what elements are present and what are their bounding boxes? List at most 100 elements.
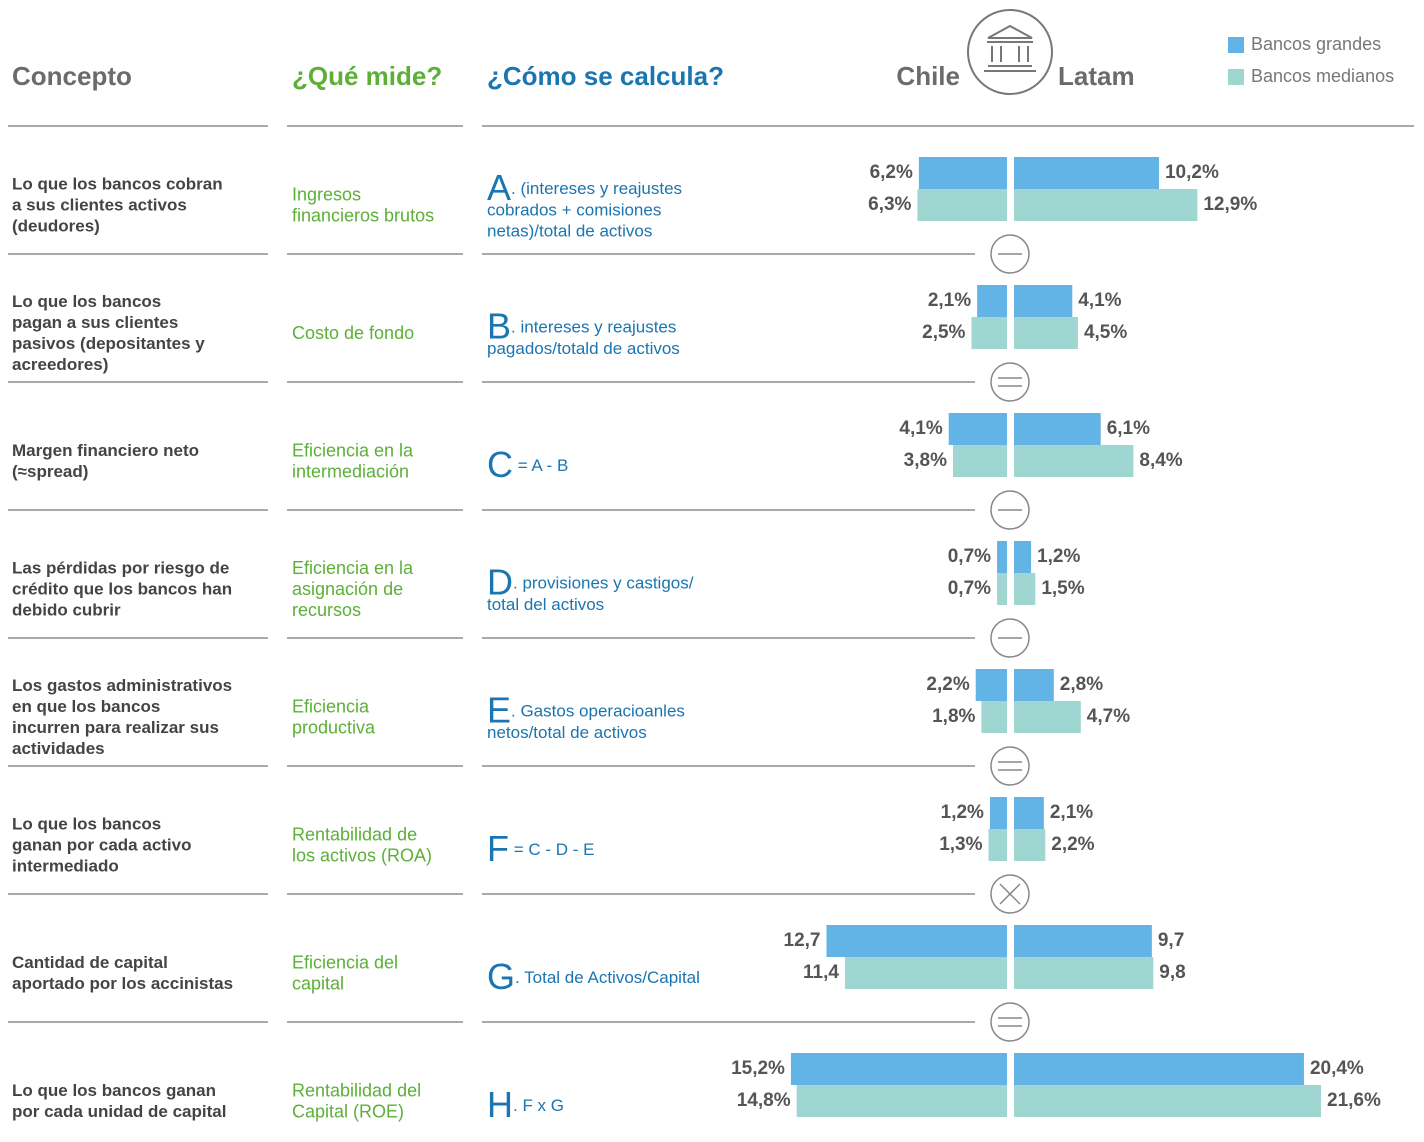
concept-text: incurren para realizar sus	[12, 718, 219, 737]
formula-line: cobrados + comisiones	[487, 200, 661, 219]
bar-chile	[981, 701, 1007, 733]
concept-text: aportado por los accinistas	[12, 974, 233, 993]
value-label: 9,8	[1159, 962, 1185, 983]
bar-chile	[796, 1085, 1007, 1117]
value-label: 2,8%	[1060, 674, 1103, 695]
formula-letter: B	[487, 305, 511, 346]
bar-chile	[997, 573, 1007, 605]
operator-equals	[990, 362, 1030, 402]
formula-letter: A	[487, 167, 511, 208]
concept-text: acreedores)	[12, 355, 108, 374]
measure-text: Rentabilidad de	[292, 824, 417, 844]
bar-latam	[1014, 317, 1078, 349]
formula-text: E. Gastos operacioanles	[487, 689, 685, 730]
measure-text: Eficiencia	[292, 696, 370, 716]
value-label: 6,2%	[870, 162, 913, 183]
formula-line: . F x G	[513, 1096, 564, 1115]
measure-text: Capital (ROE)	[292, 1101, 404, 1121]
measure-text: los activos (ROA)	[292, 845, 432, 865]
value-label: 14,8%	[737, 1090, 791, 1111]
formula-line: pagados/totald de activos	[487, 339, 680, 358]
bar-latam	[1014, 925, 1152, 957]
value-label: 12,7	[784, 930, 821, 951]
formula-letter: E	[487, 689, 511, 730]
bar-latam	[1014, 957, 1154, 989]
legend-label: Bancos medianos	[1251, 66, 1394, 86]
measure-text: Eficiencia del	[292, 952, 398, 972]
formula-line: total del activos	[487, 595, 604, 614]
formula-line: netas)/total de activos	[487, 221, 652, 240]
value-label: 1,2%	[1037, 546, 1080, 567]
legend-swatch	[1228, 69, 1244, 85]
concept-text: crédito que los bancos han	[12, 579, 232, 598]
concept-text: intermediado	[12, 856, 119, 875]
operator-stroke	[999, 883, 1021, 905]
bar-latam	[1014, 189, 1198, 221]
bar-chile	[918, 157, 1007, 189]
formula-line: . Gastos operacioanles	[511, 702, 685, 721]
formula-line: . Total de Activos/Capital	[515, 968, 700, 987]
value-label: 10,2%	[1165, 162, 1219, 183]
concept-text: ganan por cada activo	[12, 835, 192, 854]
formula-line: . intereses y reajustes	[511, 318, 676, 337]
bar-latam	[1014, 829, 1046, 861]
header-formula: ¿Cómo se calcula?	[487, 61, 724, 91]
operator-circle	[990, 1002, 1030, 1042]
measure-text: Ingresos	[292, 184, 361, 204]
value-label: 4,1%	[899, 418, 942, 439]
value-label: 0,7%	[948, 546, 991, 567]
bar-latam	[1014, 285, 1073, 317]
bar-latam	[1014, 669, 1054, 701]
bar-chile	[971, 317, 1007, 349]
measure-text: Rentabilidad del	[292, 1080, 421, 1100]
legend-swatch	[1228, 37, 1244, 53]
concept-text: Las pérdidas por riesgo de	[12, 558, 229, 577]
bar-chile	[977, 285, 1007, 317]
value-label: 1,3%	[939, 834, 982, 855]
concept-text: actividades	[12, 739, 105, 758]
measure-text: Eficiencia en la	[292, 558, 414, 578]
header-concept: Concepto	[12, 61, 132, 91]
measure-text: asignación de	[292, 579, 403, 599]
measure-text: recursos	[292, 600, 361, 620]
formula-text: A. (intereses y reajustes	[487, 167, 682, 208]
formula-text: G. Total de Activos/Capital	[487, 956, 700, 997]
value-label: 1,5%	[1041, 578, 1084, 599]
bar-latam	[1014, 701, 1081, 733]
formula-letter: C	[487, 444, 513, 485]
value-label: 4,7%	[1087, 706, 1130, 727]
bar-latam	[1014, 1085, 1321, 1117]
bar-chile	[989, 797, 1007, 829]
concept-text: Lo que los bancos	[12, 814, 161, 833]
operator-equals	[990, 1002, 1030, 1042]
value-label: 9,7	[1158, 930, 1184, 951]
formula-text: H. F x G	[487, 1084, 564, 1125]
value-label: 2,1%	[928, 290, 971, 311]
formula-letter: F	[487, 828, 509, 869]
value-label: 6,1%	[1107, 418, 1150, 439]
concept-text: Lo que los bancos	[12, 292, 161, 311]
operator-equals	[990, 746, 1030, 786]
bar-latam	[1014, 573, 1036, 605]
value-label: 15,2%	[731, 1058, 785, 1079]
value-label: 8,4%	[1139, 450, 1182, 471]
value-label: 21,6%	[1327, 1090, 1381, 1111]
bar-chile	[826, 925, 1007, 957]
concept-text: Cantidad de capital	[12, 953, 168, 972]
concept-text: (≈spread)	[12, 462, 88, 481]
concept-text: pagan a sus clientes	[12, 313, 178, 332]
bar-chile	[917, 189, 1007, 221]
measure-text: productiva	[292, 717, 376, 737]
bar-chile	[997, 541, 1007, 573]
bar-chile	[790, 1053, 1007, 1085]
concept-text: debido cubrir	[12, 600, 121, 619]
formula-line: . provisiones y castigos/	[513, 574, 694, 593]
bar-latam	[1014, 541, 1032, 573]
formula-letter: H	[487, 1084, 513, 1125]
formula-line: netos/total de activos	[487, 723, 647, 742]
bar-chile	[844, 957, 1007, 989]
formula-line: = C - D - E	[509, 840, 594, 859]
bar-latam	[1014, 797, 1044, 829]
value-label: 4,5%	[1084, 322, 1127, 343]
value-label: 2,5%	[922, 322, 965, 343]
